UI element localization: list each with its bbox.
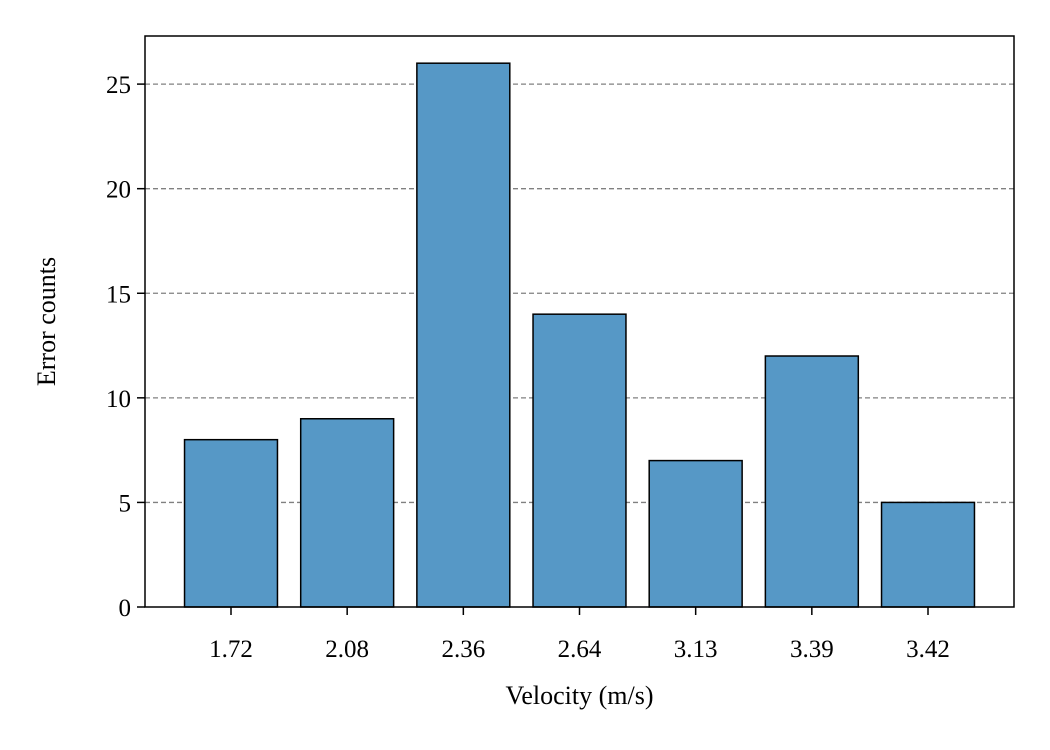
y-tick-label: 0 [119,595,132,622]
y-tick-label: 15 [106,281,131,308]
x-tick-label: 3.13 [674,636,718,663]
x-axis-label: Velocity (m/s) [505,681,653,710]
y-tick-label: 10 [106,386,131,413]
y-axis-label: Error counts [32,257,61,386]
x-tick-label: 2.36 [441,636,485,663]
bar-3.13 [648,459,743,608]
bar-2.36 [416,62,511,608]
grid-lines [145,83,1014,504]
bar-3.39 [764,355,860,608]
x-tick-label: 3.39 [790,636,834,663]
bar-2.64 [532,313,627,608]
bar-1.72 [183,438,279,608]
x-tick-label: 3.42 [906,636,950,663]
bar-2.08 [299,418,395,608]
y-tick-label: 25 [106,72,131,99]
bar-3.42 [880,501,976,608]
y-axis-ticks: 0 5 10 15 20 25 [106,72,145,622]
y-tick-label: 5 [119,490,132,517]
y-tick-label: 20 [106,177,131,204]
x-tick-label: 1.72 [209,636,253,663]
bars [183,62,976,608]
x-tick-label: 2.64 [558,636,602,663]
x-tick-label: 2.08 [325,636,369,663]
x-axis-ticks: 1.72 2.08 2.36 2.64 3.13 3.39 3.42 [209,607,950,663]
